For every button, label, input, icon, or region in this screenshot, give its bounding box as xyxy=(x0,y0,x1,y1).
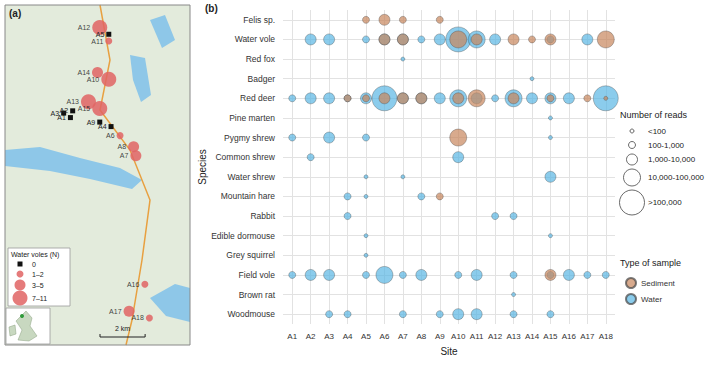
svg-text:A7: A7 xyxy=(120,152,129,159)
svg-text:A14: A14 xyxy=(77,69,90,76)
svg-text:0: 0 xyxy=(32,261,36,268)
svg-text:Number of reads: Number of reads xyxy=(620,110,688,120)
svg-text:A5: A5 xyxy=(95,30,105,38)
svg-text:A2: A2 xyxy=(306,332,316,341)
svg-text:A13: A13 xyxy=(66,98,79,106)
svg-text:A1: A1 xyxy=(57,114,66,122)
svg-text:1–2: 1–2 xyxy=(32,271,44,278)
svg-text:Badger: Badger xyxy=(248,74,276,84)
svg-text:A8: A8 xyxy=(416,332,426,341)
svg-text:A10: A10 xyxy=(451,332,466,341)
svg-text:(a): (a) xyxy=(9,8,21,19)
svg-text:A1: A1 xyxy=(287,332,297,341)
svg-text:Common shrew: Common shrew xyxy=(215,152,275,162)
svg-text:A15: A15 xyxy=(78,105,91,112)
svg-text:A4: A4 xyxy=(343,332,353,341)
svg-text:A13: A13 xyxy=(506,332,521,341)
svg-text:Pygmy shrew: Pygmy shrew xyxy=(224,133,276,143)
svg-text:A4: A4 xyxy=(98,123,107,130)
svg-text:A6: A6 xyxy=(380,332,390,341)
svg-text:>100,000: >100,000 xyxy=(648,198,682,207)
svg-text:A14: A14 xyxy=(525,332,540,341)
svg-text:A10: A10 xyxy=(87,76,100,83)
svg-text:A12: A12 xyxy=(488,332,503,341)
svg-text:Type of sample: Type of sample xyxy=(620,258,681,268)
svg-text:A9: A9 xyxy=(87,119,96,126)
svg-text:A9: A9 xyxy=(435,332,445,341)
svg-text:1,000-10,000: 1,000-10,000 xyxy=(648,155,696,164)
svg-text:A16: A16 xyxy=(562,332,577,341)
svg-text:A2: A2 xyxy=(60,107,69,114)
svg-text:Red fox: Red fox xyxy=(246,54,276,64)
svg-text:Mountain hare: Mountain hare xyxy=(221,191,276,201)
svg-text:A6: A6 xyxy=(106,132,115,139)
svg-text:Brown rat: Brown rat xyxy=(239,290,276,300)
svg-text:A18: A18 xyxy=(131,314,144,321)
svg-text:A3: A3 xyxy=(51,110,60,117)
svg-text:A17: A17 xyxy=(109,308,122,315)
svg-text:(b): (b) xyxy=(205,3,218,14)
svg-text:Felis sp.: Felis sp. xyxy=(243,15,275,25)
svg-text:Woodmouse: Woodmouse xyxy=(227,309,275,319)
svg-text:Rabbit: Rabbit xyxy=(250,211,275,221)
svg-text:A5: A5 xyxy=(361,332,371,341)
svg-text:2 km: 2 km xyxy=(115,325,130,332)
svg-text:A11: A11 xyxy=(91,38,103,45)
svg-text:Water vole: Water vole xyxy=(235,34,276,44)
svg-text:A3: A3 xyxy=(324,332,334,341)
svg-text:Species: Species xyxy=(197,149,208,185)
svg-text:A16: A16 xyxy=(127,281,140,288)
svg-text:Water shrew: Water shrew xyxy=(228,172,276,182)
svg-text:Sediment: Sediment xyxy=(641,279,676,288)
svg-text:A7: A7 xyxy=(398,332,408,341)
svg-text:A18: A18 xyxy=(599,332,614,341)
svg-text:Edible dormouse: Edible dormouse xyxy=(211,231,275,241)
svg-text:Water: Water xyxy=(641,295,662,304)
svg-text:10,000-100,000: 10,000-100,000 xyxy=(648,173,705,182)
svg-text:A15: A15 xyxy=(543,332,558,341)
svg-text:A17: A17 xyxy=(580,332,595,341)
svg-text:A11: A11 xyxy=(470,332,484,341)
svg-text:A8: A8 xyxy=(118,143,127,150)
svg-text:Red deer: Red deer xyxy=(240,93,275,103)
svg-text:100-1,000: 100-1,000 xyxy=(648,141,685,150)
svg-text:A12: A12 xyxy=(78,24,91,31)
svg-text:7–11: 7–11 xyxy=(32,295,47,302)
svg-text:Site: Site xyxy=(440,346,458,357)
svg-text:3–5: 3–5 xyxy=(32,282,44,289)
svg-text:Field vole: Field vole xyxy=(239,270,276,280)
svg-text:Water voles (N): Water voles (N) xyxy=(11,251,59,259)
svg-text:Grey squirrel: Grey squirrel xyxy=(226,250,275,260)
svg-text:<100: <100 xyxy=(648,127,667,136)
svg-text:Pine marten: Pine marten xyxy=(229,113,275,123)
